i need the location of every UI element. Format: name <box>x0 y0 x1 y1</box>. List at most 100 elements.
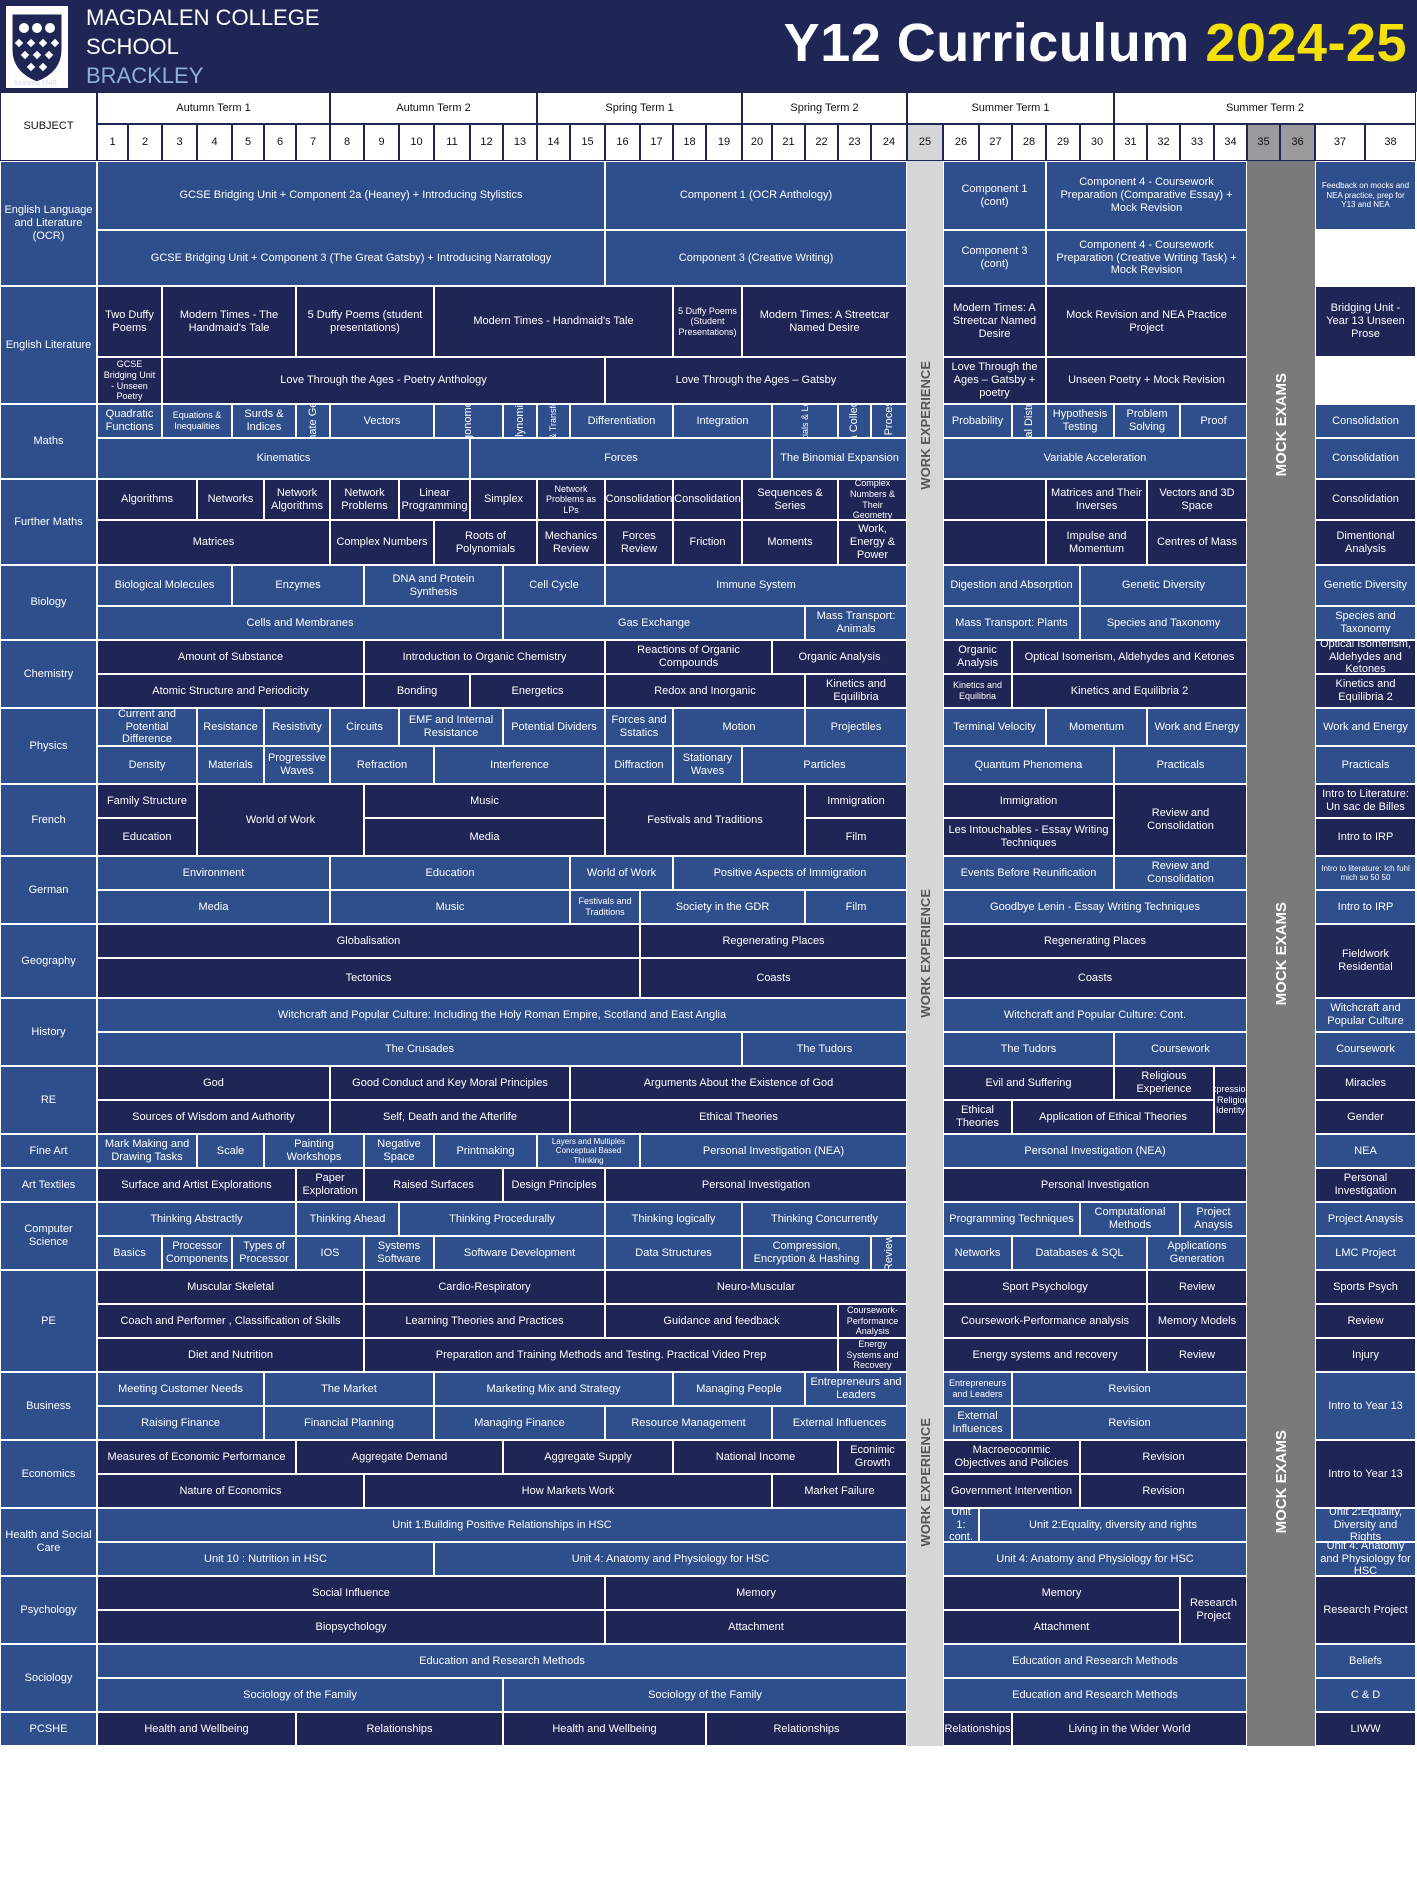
topic-cell: Practicals <box>1114 746 1247 784</box>
topic-cell: Revision <box>1012 1406 1247 1440</box>
topic-cell: 5 Duffy Poems (student presentations) <box>296 286 434 357</box>
week-number: 25 <box>907 124 943 161</box>
topic-cell: Programming Techniques <box>943 1202 1080 1236</box>
topic-cell: Motion <box>673 708 805 746</box>
topic-cell: Organic Analysis <box>772 640 907 674</box>
topic-cell: Sociology of the Family <box>503 1678 907 1712</box>
topic-cell: Matrices <box>97 520 330 565</box>
topic-cell: Living in the Wider World <box>1012 1712 1247 1746</box>
topic-cell: Work, Energy & Power <box>838 520 907 565</box>
topic-cell: Witchcraft and Popular Culture: Includin… <box>97 998 907 1032</box>
topic-cell: Attachment <box>605 1610 907 1644</box>
week-number: 2 <box>128 124 162 161</box>
topic-cell: Feedback on mocks and NEA practice, prep… <box>1315 161 1416 230</box>
topic-cell: Cell Cycle <box>503 565 605 606</box>
topic-cell: Intro to literature: Ich fuhl mich so 50… <box>1315 856 1416 890</box>
topic-cell: C & D <box>1315 1678 1416 1712</box>
title-text: Y12 Curriculum <box>783 13 1190 73</box>
topic-cell: Component 1 (OCR Anthology) <box>605 161 907 230</box>
week-number: 8 <box>330 124 364 161</box>
topic-cell: Regenerating Places <box>640 924 907 958</box>
topic-cell: Family Structure <box>97 784 197 818</box>
topic-cell: Modern Times: A Streetcar Named Desire <box>742 286 907 357</box>
topic-cell: Film <box>805 818 907 856</box>
topic-cell: Immigration <box>943 784 1114 818</box>
title-year: 2024-25 <box>1205 13 1407 73</box>
topic-cell: Miracles <box>1315 1066 1416 1100</box>
topic-cell: Memory <box>605 1576 907 1610</box>
topic-cell: Circuits <box>330 708 399 746</box>
topic-cell: Vectors <box>330 404 434 438</box>
topic-cell: Les Intouchables - Essay Writing Techniq… <box>943 818 1114 856</box>
topic-cell: Linear Programming <box>399 479 470 520</box>
topic-cell: Film <box>805 890 907 924</box>
topic-cell: Environment <box>97 856 330 890</box>
topic-cell: Centres of Mass <box>1147 520 1247 565</box>
topic-cell: Impulse and Momentum <box>1046 520 1147 565</box>
topic-cell: Computational Methods <box>1080 1202 1180 1236</box>
week-number: 12 <box>470 124 503 161</box>
topic-cell: Revision <box>1012 1372 1247 1406</box>
week-number: 4 <box>197 124 232 161</box>
topic-cell: Mass Transport: Plants <box>943 606 1080 640</box>
topic-cell: Forces Review <box>605 520 673 565</box>
topic-cell: Revision <box>1080 1440 1247 1474</box>
topic-cell: Introduction to Organic Chemistry <box>364 640 605 674</box>
topic-cell: Tectonics <box>97 958 640 998</box>
school-name-line2: SCHOOL <box>86 34 179 59</box>
topic-cell: 5 Duffy Poems (Student Presentations) <box>673 286 742 357</box>
topic-cell: Mark Making and Drawing Tasks <box>97 1134 197 1168</box>
week-number: 23 <box>838 124 871 161</box>
topic-cell: Cells and Membranes <box>97 606 503 640</box>
week-number: 17 <box>640 124 673 161</box>
topic-cell: Beliefs <box>1315 1644 1416 1678</box>
topic-cell: Network Problems <box>330 479 399 520</box>
topic-cell: Materials <box>197 746 264 784</box>
topic-cell: Graphs & Transformation <box>537 404 570 438</box>
topic-cell: Society in the GDR <box>640 890 805 924</box>
topic-cell: Unit 4: Anatomy and Physiology for HSC <box>943 1542 1247 1576</box>
work-experience-label: WORK EXPERIENCE <box>917 360 933 490</box>
topic-cell: Music <box>364 784 605 818</box>
topic-cell: Review <box>1315 1304 1416 1338</box>
topic-cell: Data Collection <box>838 404 871 438</box>
topic-cell: GCSE Bridging Unit + Component 3 (The Gr… <box>97 230 605 286</box>
topic-cell: Quadratic Functions <box>97 404 162 438</box>
topic-cell: Sports Psych <box>1315 1270 1416 1304</box>
topic-cell: Meeting Customer Needs <box>97 1372 264 1406</box>
week-number: 31 <box>1114 124 1147 161</box>
topic-cell: Intro to Literature: Un sac de Billes <box>1315 784 1416 818</box>
topic-cell: Personal Investigation <box>605 1168 907 1202</box>
topic-label: Binomial Distribution <box>1023 405 1036 437</box>
week-number: 22 <box>805 124 838 161</box>
topic-cell: Ethical Theories <box>570 1100 907 1134</box>
term-header: Autumn Term 1 <box>97 92 330 124</box>
topic-cell: Intro to Year 13 <box>1315 1372 1416 1440</box>
week-number: 10 <box>399 124 434 161</box>
topic-cell: Potential Dividers <box>503 708 605 746</box>
topic-cell: Education and Research Methods <box>943 1644 1247 1678</box>
topic-cell: Measures of Economic Performance <box>97 1440 296 1474</box>
week-number: 28 <box>1012 124 1046 161</box>
founded-label: founded 1548 <box>14 80 57 87</box>
topic-cell: Unit 2:Equality, Diversity and Rights <box>1315 1508 1416 1542</box>
topic-cell: Consolidation <box>1315 404 1416 438</box>
subject-label: English Language and Literature (OCR) <box>0 161 97 286</box>
topic-cell: Complex Numbers <box>330 520 434 565</box>
topic-cell: Goodbye Lenin - Essay Writing Techniques <box>943 890 1247 924</box>
topic-cell <box>943 520 1046 565</box>
topic-cell: Surds & Indices <box>232 404 296 438</box>
topic-cell: Processor Components <box>162 1236 232 1270</box>
topic-cell: Attachment <box>943 1610 1180 1644</box>
topic-cell: Intro to IRP <box>1315 818 1416 856</box>
topic-cell: Learning Theories and Practices <box>364 1304 605 1338</box>
topic-cell: Immune System <box>605 565 907 606</box>
topic-cell: DNA and Protein Synthesis <box>364 565 503 606</box>
topic-cell: Sources of Wisdom and Authority <box>97 1100 330 1134</box>
week-number: 34 <box>1214 124 1247 161</box>
week-number: 21 <box>772 124 805 161</box>
topic-cell: Energy Systems and Recovery <box>838 1338 907 1372</box>
topic-cell: Personal Investigation <box>1315 1168 1416 1202</box>
topic-cell: Raised Surfaces <box>364 1168 503 1202</box>
topic-label: Graphs & Transformation <box>548 405 559 437</box>
